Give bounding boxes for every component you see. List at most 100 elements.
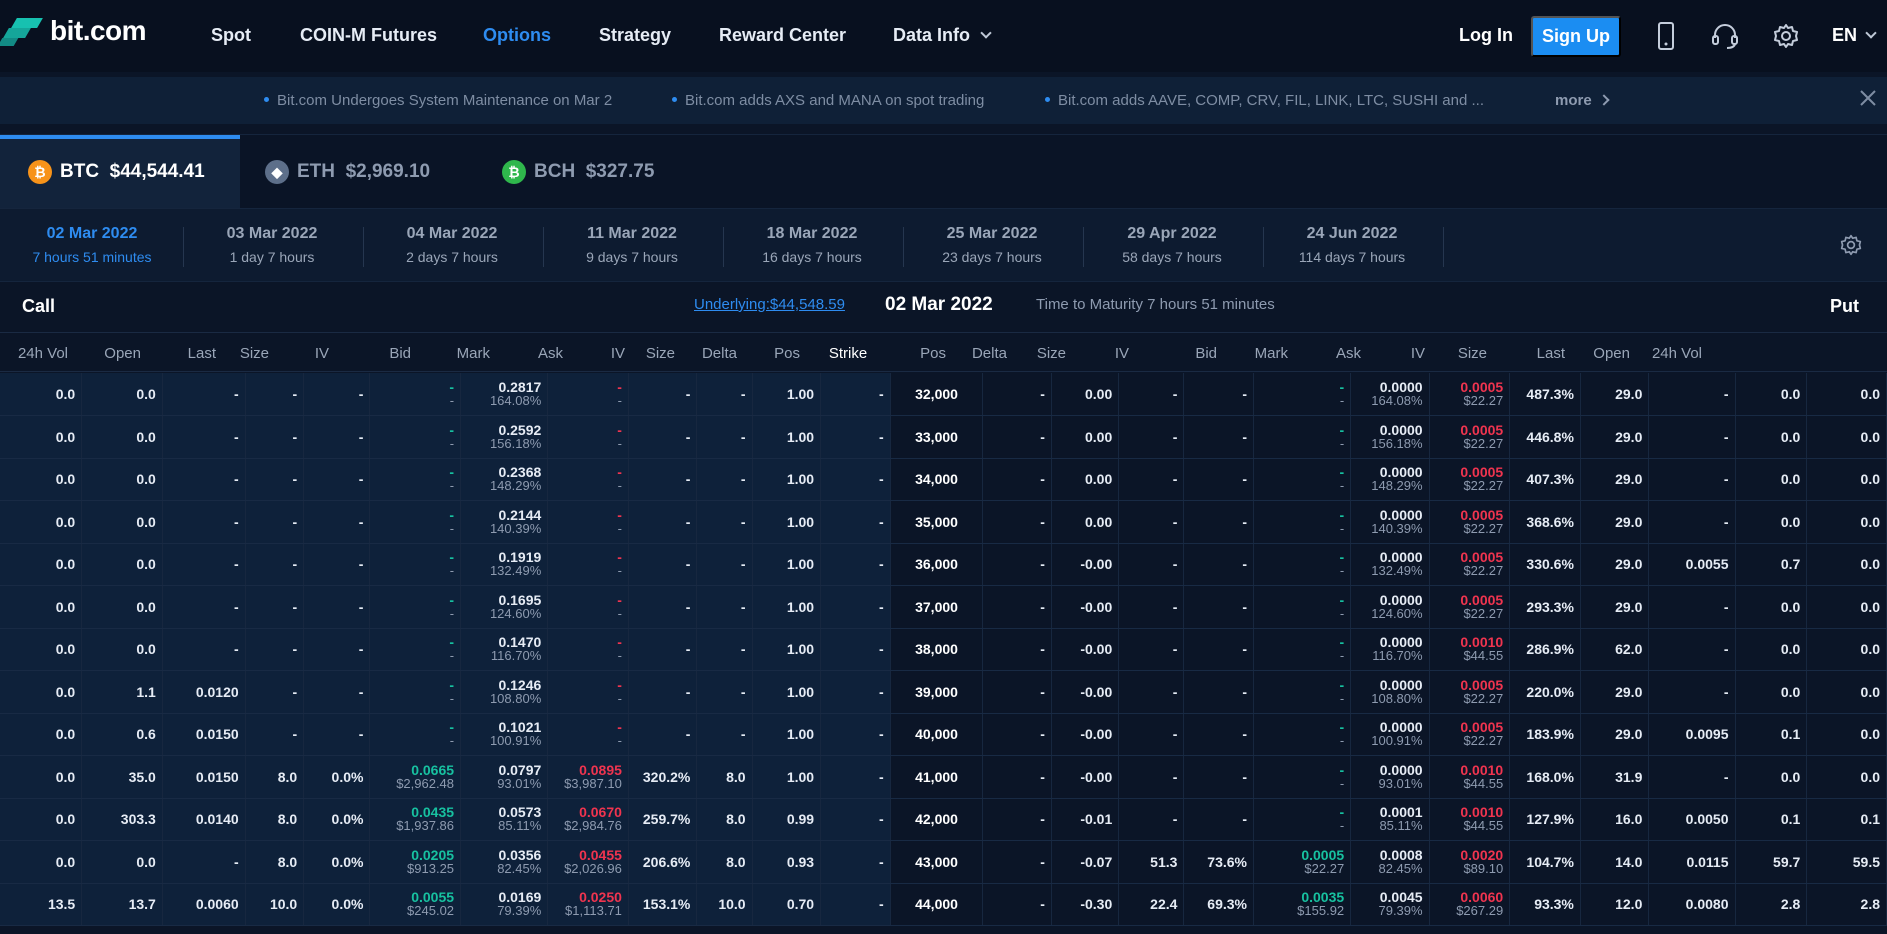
call-ask-size[interactable]: -	[696, 458, 753, 501]
call-pos[interactable]: -	[820, 755, 891, 799]
put-24h-vol[interactable]: 0.0	[1806, 670, 1887, 714]
strike-price[interactable]: 44,000	[890, 883, 984, 926]
call-bid-size[interactable]: -	[245, 415, 305, 459]
call-ask-iv[interactable]: -	[628, 458, 698, 501]
put-bid-size[interactable]: -	[1118, 798, 1185, 841]
strike-price[interactable]: 40,000	[890, 713, 984, 756]
call-mark[interactable]: 0.0356 82.45%	[460, 840, 549, 884]
call-ask-iv[interactable]: -	[628, 713, 698, 756]
call-open[interactable]: 0.0	[81, 458, 163, 501]
put-open[interactable]: 0.0	[1735, 628, 1808, 671]
put-pos[interactable]: -	[982, 713, 1052, 756]
call-pos[interactable]: -	[820, 798, 891, 841]
put-bid-size[interactable]: -	[1118, 415, 1185, 459]
put-24h-vol[interactable]: 0.0	[1806, 755, 1887, 799]
put-bid-iv[interactable]: -	[1183, 755, 1254, 799]
put-mark[interactable]: 0.0000 140.39%	[1350, 500, 1430, 544]
strike-price[interactable]: 32,000	[890, 373, 984, 416]
put-bid-iv[interactable]: -	[1183, 458, 1254, 501]
call-ask-size[interactable]: 8.0	[696, 798, 753, 841]
call-last[interactable]: -	[162, 585, 246, 629]
put-bid[interactable]: 0.0035 $155.92	[1253, 883, 1352, 926]
table-row[interactable]: 0.0 0.0- - - - -0.2368 148.29% - - - -1.00-34,000-…	[0, 458, 1887, 501]
put-24h-vol[interactable]: 0.0	[1806, 373, 1887, 416]
call-pos[interactable]: -	[820, 458, 891, 501]
call-delta[interactable]: 1.00	[752, 415, 822, 459]
call-delta[interactable]: 1.00	[752, 458, 822, 501]
table-row[interactable]: 0.0 0.0- - - - -0.2817 164.08% - - - -1.00-32,000-…	[0, 373, 1887, 416]
put-ask-size[interactable]: 16.0	[1580, 798, 1650, 841]
call-bid-iv[interactable]: -	[303, 713, 371, 756]
call-ask[interactable]: --	[547, 713, 629, 756]
call-bid-size[interactable]: -	[245, 585, 305, 629]
call-bid-iv[interactable]: 0.0%	[303, 798, 371, 841]
call-pos[interactable]: -	[820, 840, 891, 884]
call-last[interactable]: -	[162, 628, 246, 671]
put-ask-size[interactable]: 12.0	[1580, 883, 1650, 926]
call-open[interactable]: 0.0	[81, 500, 163, 544]
put-ask-iv[interactable]: 368.6%	[1509, 500, 1581, 544]
call-ask-size[interactable]: -	[696, 585, 753, 629]
call-pos[interactable]: -	[820, 543, 891, 586]
call-ask[interactable]: --	[547, 585, 629, 629]
put-bid-size[interactable]: 51.3	[1118, 840, 1185, 884]
call-mark[interactable]: 0.0169 79.39%	[460, 883, 549, 926]
put-pos[interactable]: -	[982, 415, 1052, 459]
put-last[interactable]: -	[1648, 415, 1736, 459]
put-delta[interactable]: -0.00	[1051, 713, 1120, 756]
call-bid[interactable]: --	[369, 585, 462, 629]
call-pos[interactable]: -	[820, 883, 891, 926]
table-row[interactable]: 0.0 0.6 0.0150- - - -0.1021 100.91% - - - -1.00-40…	[0, 713, 1887, 756]
put-bid-size[interactable]: 22.4	[1118, 883, 1185, 926]
put-bid-size[interactable]: -	[1118, 628, 1185, 671]
table-row[interactable]: 0.0 35.0 0.0150 8.0 0.0% 0.0665 $2,962.48 0.079…	[0, 755, 1887, 799]
put-mark[interactable]: 0.0001 85.11%	[1350, 798, 1430, 841]
call-mark[interactable]: 0.0797 93.01%	[460, 755, 549, 799]
call-last[interactable]: 0.0120	[162, 670, 246, 714]
table-row[interactable]: 0.0 303.3 0.0140 8.0 0.0% 0.0435 $1,937.86 0.05…	[0, 798, 1887, 841]
call-open[interactable]: 0.0	[81, 840, 163, 884]
call-bid-size[interactable]: -	[245, 373, 305, 416]
put-last[interactable]: 0.0055	[1648, 543, 1736, 586]
call-open[interactable]: 35.0	[81, 755, 163, 799]
nav-data-info[interactable]: Data Info	[893, 25, 992, 46]
put-open[interactable]: 0.0	[1735, 415, 1808, 459]
put-ask-size[interactable]: 29.0	[1580, 500, 1650, 544]
coin-tab-eth[interactable]: ◆ ETH $2,969.10	[265, 135, 465, 209]
put-last[interactable]: 0.0115	[1648, 840, 1736, 884]
call-mark[interactable]: 0.2817 164.08%	[460, 373, 549, 416]
table-row[interactable]: 0.0 0.0- - - - -0.2144 140.39% - - - -1.00-35,000-…	[0, 500, 1887, 544]
put-delta[interactable]: 0.00	[1051, 373, 1120, 416]
call-bid-iv[interactable]: -	[303, 543, 371, 586]
call-bid[interactable]: --	[369, 500, 462, 544]
put-delta[interactable]: -0.01	[1051, 798, 1120, 841]
expiry-tab[interactable]: 03 Mar 2022 1 day 7 hours	[182, 209, 362, 283]
put-pos[interactable]: -	[982, 628, 1052, 671]
put-ask-size[interactable]: 31.9	[1580, 755, 1650, 799]
call-open[interactable]: 0.0	[81, 415, 163, 459]
call-24h-vol[interactable]: 0.0	[0, 840, 83, 884]
put-bid-iv[interactable]: 69.3%	[1183, 883, 1254, 926]
call-bid-size[interactable]: -	[245, 500, 305, 544]
mobile-icon[interactable]	[1650, 20, 1682, 52]
put-delta[interactable]: -0.00	[1051, 585, 1120, 629]
put-24h-vol[interactable]: 0.0	[1806, 458, 1887, 501]
strike-price[interactable]: 42,000	[890, 798, 984, 841]
call-bid-size[interactable]: 8.0	[245, 755, 305, 799]
call-bid[interactable]: --	[369, 458, 462, 501]
call-open[interactable]: 13.7	[81, 883, 163, 926]
call-ask-iv[interactable]: 153.1%	[628, 883, 698, 926]
strike-price[interactable]: 37,000	[890, 585, 984, 629]
nav-coin-m-futures[interactable]: COIN-M Futures	[300, 25, 437, 45]
put-last[interactable]: 0.0095	[1648, 713, 1736, 756]
call-last[interactable]: -	[162, 415, 246, 459]
call-ask-iv[interactable]: -	[628, 543, 698, 586]
table-row[interactable]: 0.0 0.0- - - - -0.2592 156.18% - - - -1.00-33,000-…	[0, 415, 1887, 459]
put-ask-size[interactable]: 29.0	[1580, 585, 1650, 629]
call-bid[interactable]: 0.0435 $1,937.86	[369, 798, 462, 841]
call-delta[interactable]: 1.00	[752, 628, 822, 671]
put-bid[interactable]: --	[1253, 585, 1352, 629]
put-ask-size[interactable]: 29.0	[1580, 458, 1650, 501]
call-24h-vol[interactable]: 0.0	[0, 798, 83, 841]
call-bid[interactable]: --	[369, 373, 462, 416]
